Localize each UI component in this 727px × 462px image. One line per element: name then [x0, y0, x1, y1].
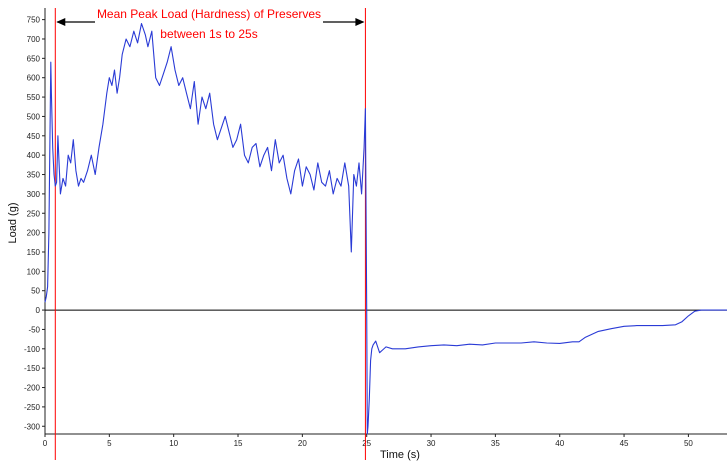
left-arrow-head: [56, 18, 66, 26]
x-axis-ticks: 0 5 10 15 20 25 30 35 40 45 50: [43, 434, 693, 448]
x-tick-label: 35: [491, 439, 500, 448]
y-tick-label: 400: [27, 151, 41, 160]
y-tick-label: 450: [27, 132, 41, 141]
series-line-1: [44, 22, 727, 435]
y-tick-label: 100: [27, 267, 41, 276]
y-tick-label: 300: [27, 190, 41, 199]
y-tick-label: 50: [31, 287, 40, 296]
x-axis-title: Time (s): [380, 449, 420, 461]
y-axis-ticks: -300 -250 -200 -150 -100 -50 0 50 100 150 200 250 30…: [24, 16, 45, 431]
x-tick-label: 20: [298, 439, 307, 448]
y-tick-label: 200: [27, 229, 41, 238]
annotation: Mean Peak Load (Hardness) of Preserves b…: [97, 7, 321, 41]
y-tick-label: -150: [24, 364, 41, 373]
y-tick-label: -50: [28, 325, 40, 334]
y-tick-label: 650: [27, 54, 41, 63]
axes: [44, 8, 727, 435]
y-tick-label: 250: [27, 209, 41, 218]
y-tick-label: 600: [27, 74, 41, 83]
y-tick-label: 700: [27, 35, 41, 44]
x-tick-label: 30: [427, 439, 436, 448]
x-tick-label: 45: [620, 439, 629, 448]
x-tick-label: 40: [555, 439, 564, 448]
y-tick-label: 350: [27, 171, 41, 180]
y-tick-label: -100: [24, 345, 41, 354]
series-layer: [44, 22, 727, 435]
x-tick-label: 25: [362, 439, 371, 448]
annotation-line-1: Mean Peak Load (Hardness) of Preserves: [97, 7, 321, 21]
y-tick-label: -250: [24, 403, 41, 412]
x-tick-label: 5: [107, 439, 112, 448]
y-tick-label: 0: [36, 306, 41, 315]
y-tick-label: 150: [27, 248, 41, 257]
y-tick-label: -300: [24, 422, 41, 431]
x-tick-label: 50: [684, 439, 693, 448]
reference-lines: [54, 8, 366, 460]
y-tick-label: 550: [27, 93, 41, 102]
annotation-line-2: between 1s to 25s: [160, 27, 257, 41]
x-tick-label: 15: [234, 439, 243, 448]
y-tick-label: -200: [24, 384, 41, 393]
y-tick-label: 750: [27, 16, 41, 25]
right-arrow-head: [355, 18, 365, 26]
x-tick-label: 0: [43, 439, 48, 448]
x-tick-label: 10: [169, 439, 178, 448]
y-tick-label: 500: [27, 112, 41, 121]
y-axis-title: Load (g): [7, 203, 19, 244]
